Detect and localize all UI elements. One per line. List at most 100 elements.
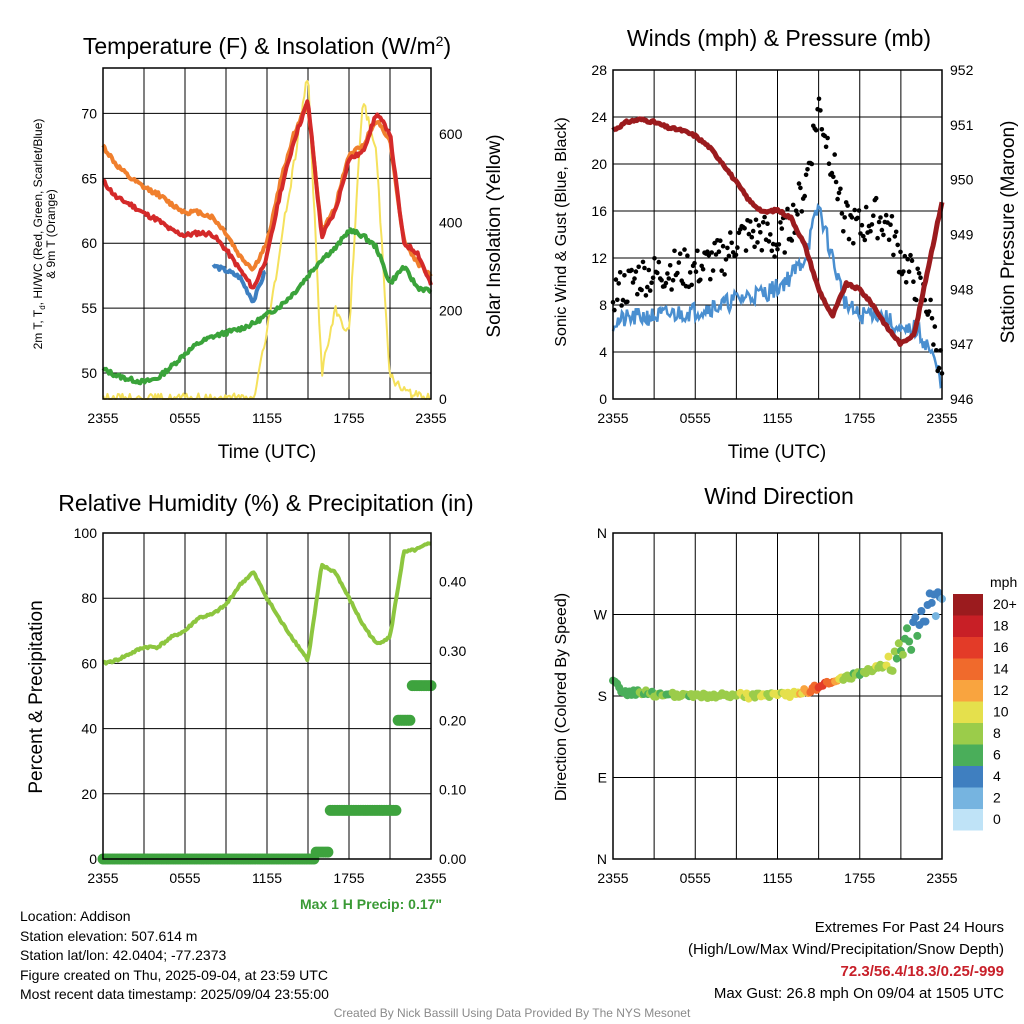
gust-point xyxy=(914,297,919,303)
precip-point xyxy=(322,846,334,858)
pressure-ytick-right-label: 948 xyxy=(950,281,974,297)
max-gust-text: Max Gust: 26.8 mph On 09/04 at 1505 UTC xyxy=(713,985,1004,1002)
direction-point xyxy=(907,645,916,654)
gust-point xyxy=(719,268,724,274)
gust-point xyxy=(693,269,699,275)
gust-point xyxy=(798,185,803,191)
wind-ytick-label: 20 xyxy=(591,156,607,172)
gust-point xyxy=(685,253,690,258)
pressure-ytick-right-label: 950 xyxy=(950,172,974,188)
gust-point xyxy=(630,280,636,285)
gust-point xyxy=(642,265,647,271)
dir-xtick-label: 1755 xyxy=(844,870,875,886)
gust-point xyxy=(665,271,670,276)
created-text: Figure created on Thu, 2025-09-04, at 23… xyxy=(20,966,328,983)
direction-panel: Wind Direction Direction (Colored By Spe… xyxy=(553,483,1017,886)
gust-point xyxy=(645,284,650,290)
gust-point xyxy=(655,270,660,276)
gust-point xyxy=(682,247,687,252)
gust-point xyxy=(881,232,886,238)
wind-ytick-label: 12 xyxy=(591,250,607,266)
gust-point xyxy=(722,272,727,277)
colorbar-label: 18 xyxy=(993,618,1009,634)
gust-point xyxy=(718,238,723,243)
gust-point xyxy=(859,222,865,228)
pressure-ytick-right-label: 946 xyxy=(950,391,974,407)
temp-xtick-label: 0555 xyxy=(169,410,200,426)
gust-point xyxy=(743,248,749,253)
temperature-ylabel-line2: & 9m T (Orange) xyxy=(44,189,58,279)
wind-panel: Winds (mph) & Pressure (mb) Sonic Wind &… xyxy=(553,25,1019,463)
gust-point xyxy=(909,258,915,264)
series-solar-insolation xyxy=(102,79,431,400)
direction-point xyxy=(894,639,903,648)
gust-point xyxy=(875,235,880,241)
gust-point xyxy=(932,324,938,329)
colorbar-swatch xyxy=(953,766,983,788)
colorbar-label: 4 xyxy=(993,768,1001,784)
gust-point xyxy=(647,288,653,293)
gust-point xyxy=(833,179,839,185)
colorbar-label: 2 xyxy=(993,790,1001,806)
gust-point xyxy=(805,167,810,172)
recent-text: Most recent data timestamp: 2025/09/04 2… xyxy=(20,986,329,1002)
gust-point xyxy=(629,267,634,273)
colorbar-swatch xyxy=(953,658,983,680)
gust-point xyxy=(636,264,641,270)
gust-point xyxy=(742,226,747,231)
direction-point xyxy=(884,652,893,661)
gust-point xyxy=(779,226,785,231)
gust-point xyxy=(829,170,835,176)
dir-ytick-label: S xyxy=(598,688,607,704)
gust-point xyxy=(735,245,740,250)
gust-point xyxy=(934,348,939,353)
temp-ytick-label: 60 xyxy=(81,235,97,251)
gust-point xyxy=(640,259,646,265)
colorbar-label: 12 xyxy=(993,682,1009,698)
gust-point xyxy=(849,215,855,220)
gust-point xyxy=(755,240,760,245)
extremes-title: Extremes For Past 24 Hours xyxy=(814,919,1004,936)
extremes-values: 72.3/56.4/18.3/0.25/-999 xyxy=(840,963,1004,980)
gust-point xyxy=(666,276,672,281)
colorbar-swatch xyxy=(953,787,983,809)
temp-xtick-label: 2355 xyxy=(415,410,446,426)
series-relative-humidity xyxy=(102,541,432,666)
gust-point xyxy=(891,252,896,258)
gust-point xyxy=(790,202,796,208)
series-sonic-wind xyxy=(611,203,943,389)
colorbar-swatch xyxy=(953,594,983,616)
insolation-ytick-right-label: 0 xyxy=(439,391,447,407)
gust-point xyxy=(752,244,757,250)
gust-point xyxy=(652,255,657,261)
gust-point xyxy=(918,275,923,281)
gust-point xyxy=(916,271,922,276)
gust-point xyxy=(855,215,860,221)
rh-ytick-label: 0 xyxy=(89,851,97,867)
max-precip-text: Max 1 H Precip: 0.17" xyxy=(300,896,443,912)
series-td xyxy=(101,227,433,386)
colorbar-label: 0 xyxy=(993,811,1001,827)
gust-point xyxy=(656,259,662,265)
dir-ytick-label: N xyxy=(597,851,607,867)
temperature-panel: Temperature (F) & Insolation (W/m2) 2m T… xyxy=(31,33,505,463)
gust-point xyxy=(646,267,652,273)
gust-point xyxy=(799,209,805,214)
gust-point xyxy=(669,287,674,292)
gust-point xyxy=(893,229,899,235)
colorbar-swatch xyxy=(953,637,983,659)
gust-point xyxy=(911,279,916,285)
gust-point xyxy=(851,241,856,246)
gust-point xyxy=(775,247,780,252)
gust-point xyxy=(826,161,832,166)
gust-point xyxy=(723,257,729,262)
gust-point xyxy=(677,251,683,256)
gust-point xyxy=(615,297,620,303)
gust-point xyxy=(809,161,815,167)
gust-point xyxy=(733,252,739,258)
gust-point xyxy=(758,230,763,235)
precip-ytick-right-label: 0.00 xyxy=(439,851,466,867)
gust-point xyxy=(832,152,837,157)
gust-point xyxy=(619,303,624,308)
gust-point xyxy=(712,240,717,246)
